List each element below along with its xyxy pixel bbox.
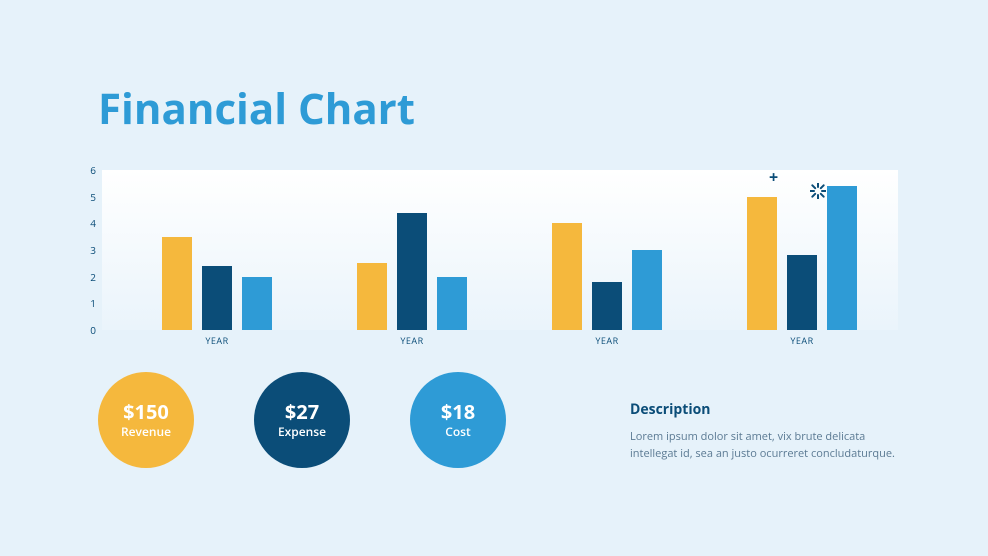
bar-group: [747, 186, 857, 330]
metric-label: Expense: [278, 423, 326, 440]
bar: [397, 213, 427, 330]
x-axis-label: YEAR: [162, 334, 272, 347]
x-axis-label: YEAR: [747, 334, 857, 347]
bar: [437, 277, 467, 330]
bar: [162, 237, 192, 330]
chart-plot-area: + YEARYEARYEARYEAR: [102, 170, 898, 330]
y-tick: 1: [90, 296, 96, 310]
y-tick: 6: [90, 163, 96, 177]
metric-circle: $150Revenue: [98, 372, 194, 468]
bar-group: [552, 223, 662, 330]
metric-label: Revenue: [121, 423, 171, 440]
y-tick: 0: [90, 323, 96, 337]
financial-bar-chart: 0123456 + YEARYEARYEARYEAR: [78, 170, 898, 350]
metric-circle: $27Expense: [254, 372, 350, 468]
bar: [242, 277, 272, 330]
bar-group: [162, 237, 272, 330]
page-title: Financial Chart: [98, 80, 415, 137]
description-text: Lorem ipsum dolor sit amet, vix brute de…: [630, 429, 900, 462]
metric-value: $27: [285, 401, 319, 423]
metric-value: $150: [123, 401, 169, 423]
y-tick: 3: [90, 243, 96, 257]
bar: [357, 263, 387, 330]
bar: [202, 266, 232, 330]
y-tick: 5: [90, 190, 96, 204]
metric-label: Cost: [445, 423, 471, 440]
bar: [787, 255, 817, 330]
metric-circle: $18Cost: [410, 372, 506, 468]
description-block: Description Lorem ipsum dolor sit amet, …: [630, 400, 900, 462]
x-axis-label: YEAR: [552, 334, 662, 347]
bar: [632, 250, 662, 330]
bar: [827, 186, 857, 330]
description-title: Description: [630, 400, 900, 419]
y-tick: 4: [90, 216, 96, 230]
metric-circles-row: $150Revenue $27Expense $18Cost: [98, 372, 506, 468]
x-axis-label: YEAR: [357, 334, 467, 347]
plus-icon: +: [769, 166, 778, 188]
y-tick: 2: [90, 270, 96, 284]
bar: [747, 197, 777, 330]
bar: [592, 282, 622, 330]
bar: [552, 223, 582, 330]
metric-value: $18: [441, 401, 475, 423]
y-axis: 0123456: [78, 170, 102, 330]
bar-group: [357, 213, 467, 330]
